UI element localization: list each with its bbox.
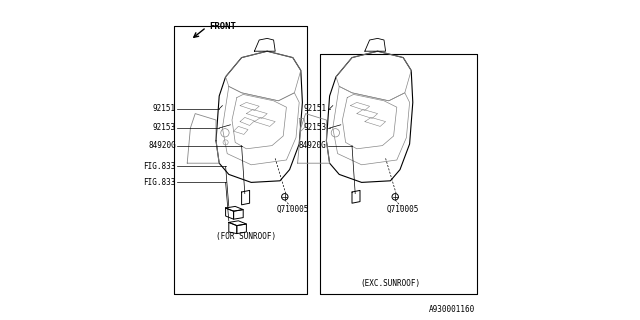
Text: 92151: 92151 (303, 104, 326, 113)
Text: 84920G: 84920G (299, 141, 326, 150)
Text: Q710005: Q710005 (387, 205, 419, 214)
Text: 84920G: 84920G (148, 141, 176, 150)
Text: (FOR SUNROOF): (FOR SUNROOF) (216, 232, 276, 241)
Text: A930001160: A930001160 (429, 305, 475, 314)
Text: FIG.833: FIG.833 (143, 162, 176, 171)
Text: 92153: 92153 (303, 124, 326, 132)
Text: FIG.833: FIG.833 (143, 178, 176, 187)
Text: (EXC.SUNROOF): (EXC.SUNROOF) (360, 279, 420, 288)
Text: Q710005: Q710005 (276, 205, 309, 214)
Text: FRONT: FRONT (210, 22, 236, 31)
Text: 92153: 92153 (153, 124, 176, 132)
Text: 92151: 92151 (153, 104, 176, 113)
